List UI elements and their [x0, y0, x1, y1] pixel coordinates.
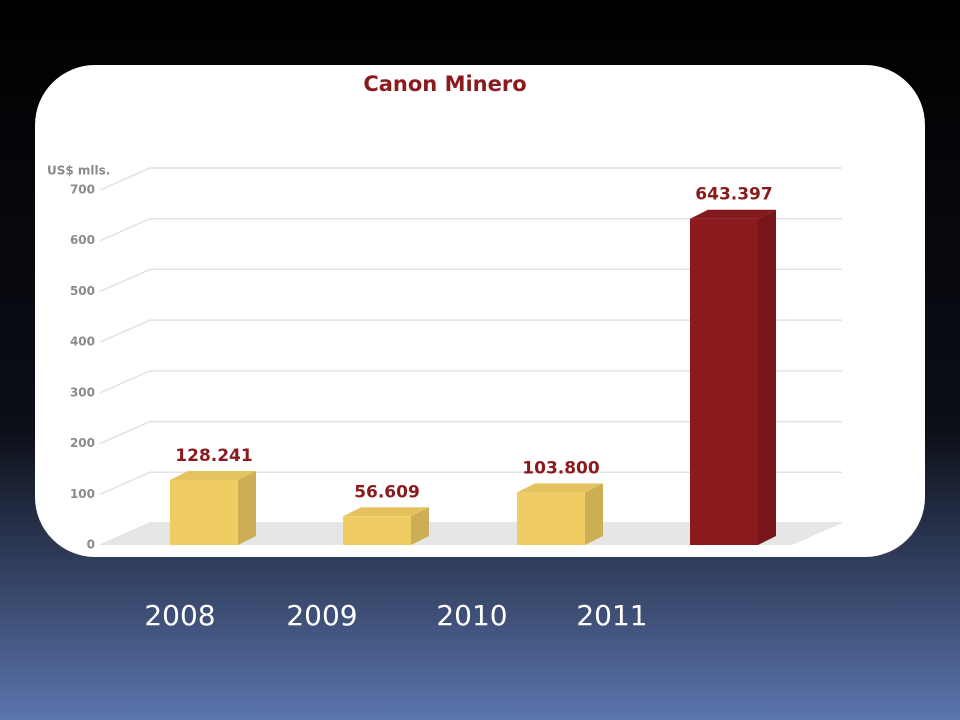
y-tick-label: 0	[87, 538, 95, 552]
grid-line	[99, 471, 842, 495]
chart-panel	[35, 65, 925, 557]
grid-line	[99, 420, 842, 445]
bar-top	[170, 470, 256, 480]
grid-line	[99, 522, 842, 546]
y-tick-label: 200	[70, 436, 95, 450]
y-axis-label: US$ mlls.	[47, 164, 110, 178]
data-label: 103.800	[522, 458, 600, 478]
grid-line	[99, 319, 842, 343]
bar-top	[343, 507, 429, 517]
bar-side	[238, 470, 256, 545]
y-tick-label: 600	[70, 233, 95, 247]
bar	[170, 479, 238, 545]
y-tick-label: 300	[70, 385, 95, 399]
y-tick-label: 500	[70, 284, 95, 298]
y-tick-label: 400	[70, 335, 95, 349]
grid-line	[99, 268, 842, 293]
bar-top	[690, 209, 776, 219]
bar-side	[411, 507, 429, 545]
bar	[690, 218, 758, 545]
bar-side	[758, 209, 776, 545]
data-label: 128.241	[175, 446, 252, 466]
floor	[100, 523, 842, 545]
grid-line	[99, 217, 842, 242]
grid-line	[99, 167, 842, 191]
x-tick-label: 2009	[286, 599, 357, 632]
bar-top	[517, 483, 603, 493]
data-label: 643.397	[695, 185, 772, 205]
x-tick-label: 2010	[436, 599, 507, 632]
bar	[343, 516, 411, 545]
y-tick-label: 100	[70, 487, 95, 501]
x-tick-label: 2011	[576, 599, 647, 632]
bar-side	[585, 483, 603, 545]
chart-title: Canon Minero	[363, 72, 526, 96]
y-tick-label: 700	[70, 183, 95, 197]
bar	[517, 492, 585, 545]
data-label: 56.609	[354, 482, 420, 502]
grid-line	[99, 370, 842, 394]
x-tick-label: 2008	[144, 599, 215, 632]
